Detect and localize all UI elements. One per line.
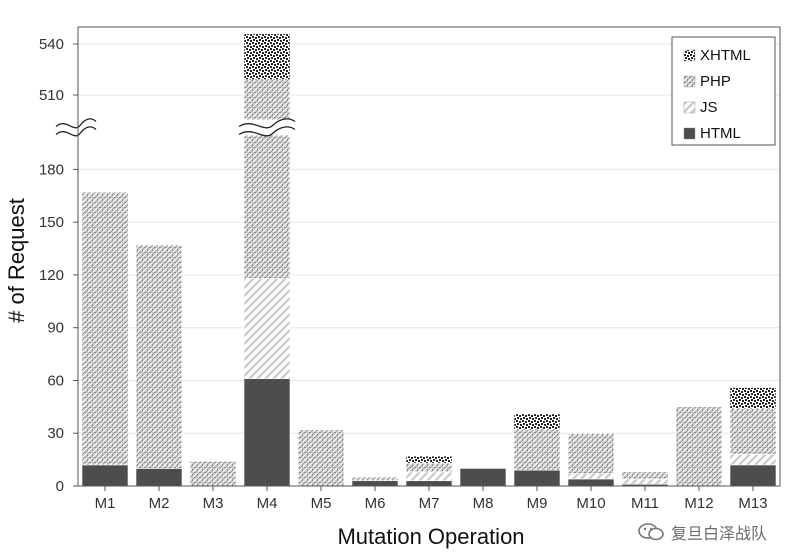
bar-segment-php-m3 <box>189 461 237 487</box>
bar-segment-html-m4 <box>243 378 291 487</box>
break-wave <box>55 118 97 129</box>
bar-segment-php-m11 <box>621 471 669 480</box>
y-tick-label: 510 <box>39 87 64 104</box>
gridlines <box>78 43 780 434</box>
bar-segment-php-m5 <box>297 429 345 487</box>
bar-segment-html-m9 <box>513 469 561 487</box>
x-tick-label: M8 <box>473 495 494 512</box>
bar-segment-php-m4 <box>243 79 291 279</box>
break-wave <box>238 118 296 129</box>
break-wave <box>55 126 97 137</box>
x-tick-label: M12 <box>684 495 713 512</box>
x-tick-label: M3 <box>203 495 224 512</box>
bar-segment-php-m12 <box>675 406 723 487</box>
bar-segment-html-m7 <box>405 480 453 487</box>
x-tick-label: M10 <box>576 495 605 512</box>
y-tick-label: 150 <box>39 214 64 231</box>
bar-segment-html-m6 <box>351 480 399 487</box>
bar-segment-html-m8 <box>459 468 507 487</box>
bar-segment-js-m4 <box>243 278 291 380</box>
legend-label-php: PHP <box>700 73 731 90</box>
bar-segment-xhtml-m9 <box>513 413 561 431</box>
x-axis-title: Mutation Operation <box>337 524 524 549</box>
x-tick-label: M13 <box>738 495 767 512</box>
y-tick-label: 30 <box>47 425 64 442</box>
x-tick-label: M6 <box>365 495 386 512</box>
x-tick-label: M2 <box>149 495 170 512</box>
watermark: 复旦白泽战队 <box>637 520 767 544</box>
bar-segment-js-m7 <box>405 471 453 482</box>
bar-segment-php-m1 <box>81 191 129 466</box>
x-tick-label: M9 <box>527 495 548 512</box>
bar-segment-xhtml-m13 <box>729 387 777 409</box>
x-tick-label: M7 <box>419 495 440 512</box>
legend-label-html: HTML <box>700 125 741 142</box>
bar-segment-php-m9 <box>513 429 561 471</box>
bar-segment-xhtml-m7 <box>405 455 453 464</box>
legend-label-js: JS <box>700 99 718 116</box>
bar-segment-php-m10 <box>567 432 615 474</box>
x-tick-label: M1 <box>95 495 116 512</box>
bar-segment-html-m13 <box>729 464 777 487</box>
watermark-text: 复旦白泽战队 <box>670 524 767 543</box>
break-wave <box>238 126 296 137</box>
wechat-icon <box>638 523 664 541</box>
legend: XHTML PHP JS HTML <box>671 36 776 146</box>
x-tick-label: M11 <box>631 495 659 512</box>
legend-swatch-xhtml <box>683 49 696 62</box>
bar-segment-html-m1 <box>81 464 129 487</box>
bar-segment-php-m2 <box>135 244 183 469</box>
y-tick-label: 60 <box>47 372 64 389</box>
y-tick-label: 540 <box>39 36 64 53</box>
y-tick-label: 90 <box>47 320 64 337</box>
bar-segment-js-m13 <box>729 454 777 466</box>
legend-swatch-php <box>683 75 696 88</box>
bar-segment-php-m7 <box>405 462 453 473</box>
x-axis-ticks: M1 M2 M3 M4 M5 M6 M7 M8 M9 M10 M11 M12 M13 <box>95 486 768 512</box>
y-axis-title: # of Request <box>4 198 29 323</box>
legend-swatch-html <box>683 127 696 140</box>
break-band <box>48 119 780 136</box>
legend-label-xhtml: XHTML <box>700 47 751 64</box>
bars <box>81 33 777 487</box>
y-tick-label: 0 <box>56 478 64 495</box>
x-tick-label: M4 <box>257 495 278 512</box>
y-tick-label: 180 <box>39 161 64 178</box>
bar-segment-php-m13 <box>729 408 777 455</box>
bar-segment-html-m2 <box>135 468 183 487</box>
x-tick-label: M5 <box>311 495 332 512</box>
axis-break-marks <box>48 118 780 137</box>
bar-segment-html-m10 <box>567 478 615 487</box>
bar-segment-js-m11 <box>621 478 669 485</box>
bar-segment-php-m6 <box>351 476 399 482</box>
legend-swatch-js <box>683 101 696 114</box>
bar-segment-js-m10 <box>567 473 615 480</box>
y-axis-ticks: 0 30 60 90 120 150 180 510 540 <box>39 36 78 495</box>
bar-segment-xhtml-m4 <box>243 33 291 81</box>
y-tick-label: 120 <box>39 267 64 284</box>
